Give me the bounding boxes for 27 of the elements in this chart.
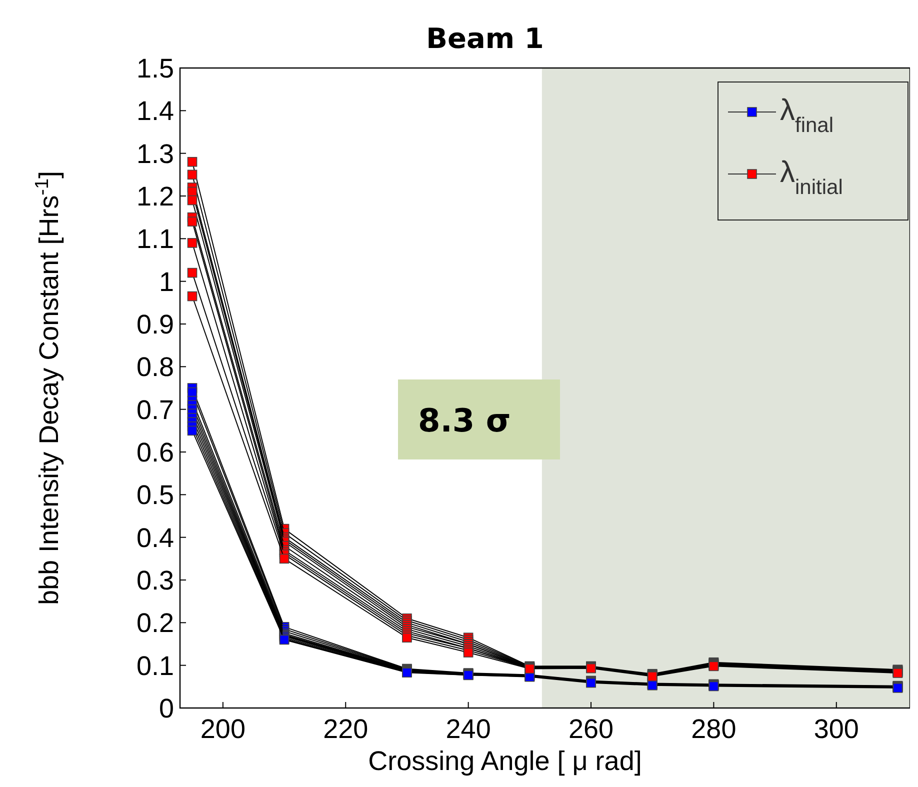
x-tick-label: 220 [323, 714, 368, 744]
y-tick-label: 1 [158, 266, 174, 297]
chart-title: Beam 1 [426, 22, 544, 55]
y-tick-label: 0.2 [136, 608, 174, 638]
annotation: 8.3 σ [418, 401, 511, 440]
y-tick-label: 0.4 [136, 522, 174, 553]
y-tick-label: 0.6 [136, 437, 174, 468]
y-tick-label: 0.7 [136, 394, 174, 425]
y-tick-label: 1.2 [136, 181, 174, 212]
y-tick-label: 0.9 [136, 309, 174, 340]
x-tick-label: 260 [568, 714, 614, 744]
y-tick-label: 1.5 [136, 53, 174, 84]
y-tick-label: 0.1 [136, 650, 174, 681]
y-tick-label: 0.5 [136, 480, 174, 510]
y-tick-label: 1.3 [136, 138, 174, 169]
x-tick-label: 240 [446, 714, 491, 744]
legend-label: λ$_{initial}$ [780, 156, 843, 198]
x-tick-label: 300 [814, 714, 859, 744]
x-tick-label: 200 [200, 714, 246, 744]
y-tick-label: 0.8 [136, 352, 174, 382]
legend-label: λ$_{final}$ [780, 94, 834, 136]
x-tick-label: 280 [691, 714, 736, 744]
y-tick-label: 0 [158, 693, 174, 724]
x-axis-title: Crossing Angle [ μ rad] [368, 746, 642, 776]
y-tick-label: 1.1 [136, 224, 174, 254]
y-tick-label: 0.3 [136, 565, 174, 596]
y-tick-label: 1.4 [136, 96, 174, 126]
